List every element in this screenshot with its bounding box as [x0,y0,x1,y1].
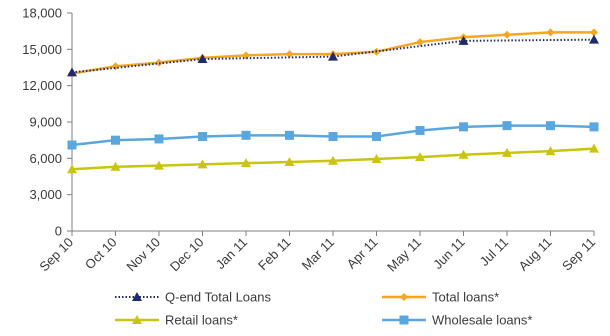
series-wholesale-loans [67,121,599,150]
data-point [241,130,251,140]
legend-label: Retail loans* [165,313,238,328]
data-point [503,30,511,39]
data-point [415,152,425,162]
data-point [416,38,424,47]
x-axis: Sep 10 Oct 10 Nov 10 Dec 10 Jan 11 Feb 11 Mar … [36,230,598,275]
data-point [285,50,294,59]
data-point [459,122,468,132]
legend-marker [132,292,142,301]
legend-item: Retail loans* [115,313,238,328]
data-point [284,156,295,166]
x-tick-label: Mar 11 [299,235,338,274]
data-point [110,161,121,171]
legend-label: Total loans* [432,290,499,305]
data-point [372,132,381,142]
x-tick-label: Sep 11 [559,235,598,274]
series-retail-loans [67,143,599,174]
legend: Q-end Total Loans Total loans* Retail loan… [115,290,532,328]
data-point [198,132,207,142]
legend-label: Q-end Total Loans [165,290,271,305]
x-tick-label: Nov 10 [123,235,163,275]
x-tick-label: Jan 11 [213,235,251,273]
y-tick-label: 0 [55,224,62,239]
data-point [111,62,120,71]
y-axis: 0 3,000 6,000 9,000 12,000 15,000 18,000 [22,6,73,239]
legend-marker [400,293,408,301]
x-tick-label: May 11 [384,235,424,275]
x-tick-label: Dec 10 [167,235,207,275]
legend-item: Total loans* [382,290,499,305]
data-point [589,122,599,132]
data-point [197,159,208,169]
x-tick-label: Oct 10 [82,235,120,273]
y-tick-label: 6,000 [29,151,62,166]
data-point [502,147,512,157]
x-tick-label: Jun 11 [430,235,468,273]
x-tick-label: Jul 11 [477,235,511,269]
data-point [67,67,77,77]
data-point [154,160,164,170]
y-tick-label: 9,000 [29,115,62,130]
x-tick-label: Sep 10 [36,235,76,275]
x-tick-label: Aug 11 [516,235,555,274]
plot-area [67,28,599,174]
data-point [546,121,555,131]
data-point [67,140,77,150]
data-point [111,135,120,145]
x-tick-label: Feb 11 [255,235,294,274]
data-point [285,130,294,140]
data-point [502,121,512,131]
data-point [328,155,338,165]
data-point [241,158,251,168]
data-point [67,164,77,174]
legend-item: Q-end Total Loans [115,290,271,305]
y-tick-label: 18,000 [22,6,62,21]
data-point [589,34,599,44]
y-tick-label: 12,000 [22,78,62,93]
data-point [197,54,208,64]
y-tick-label: 15,000 [22,42,62,57]
series-q-end-total-loans [67,34,599,77]
data-point [371,153,382,163]
data-point [328,51,338,61]
legend-item: Wholesale loans* [382,313,532,328]
data-point [590,28,598,37]
data-point [415,125,425,135]
data-point [154,134,164,144]
legend-marker [132,315,142,324]
data-point [546,28,555,37]
x-tick-label: Apr 11 [344,235,381,272]
data-point [458,35,469,45]
legend-label: Wholesale loans* [432,313,532,328]
data-point [589,143,599,153]
data-point [328,132,338,142]
legend-marker [399,315,409,325]
data-point [545,146,556,156]
y-tick-label: 3,000 [29,187,62,202]
data-point [458,149,469,159]
